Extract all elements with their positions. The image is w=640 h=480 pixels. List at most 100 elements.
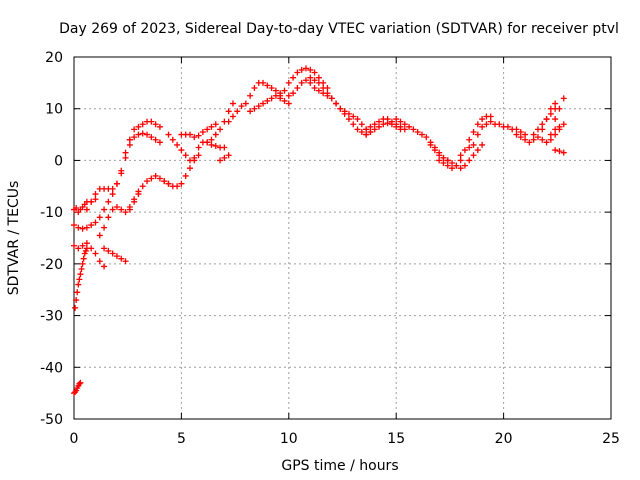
data-point: [196, 145, 202, 151]
x-tick-label: 10: [280, 431, 298, 447]
data-point: [127, 142, 133, 148]
series-arc-5: [71, 380, 83, 396]
data-point: [221, 145, 227, 151]
series-arc-25: [393, 116, 451, 163]
data-point: [552, 101, 558, 107]
data-point: [247, 93, 253, 99]
data-point: [552, 147, 558, 153]
data-point: [183, 152, 189, 158]
data-point: [110, 191, 116, 197]
x-tick-label: 0: [70, 431, 79, 447]
series-arc-4: [72, 245, 90, 310]
data-point: [187, 165, 193, 171]
data-point: [140, 131, 146, 137]
data-point: [548, 106, 554, 112]
series-arc-14: [178, 121, 218, 140]
series-arc-2: [71, 126, 137, 231]
series-arc-22: [307, 75, 373, 135]
series-arc-27: [436, 157, 463, 171]
series-arc-3: [71, 240, 107, 269]
data-points: [71, 65, 567, 396]
data-point: [548, 132, 554, 138]
data-point: [81, 256, 87, 262]
y-tick-label: 0: [54, 153, 63, 169]
series-arc-31: [531, 106, 558, 138]
x-axis-label: GPS time / hours: [281, 458, 398, 474]
data-point: [79, 266, 85, 272]
series-arc-17: [217, 152, 232, 163]
data-point: [72, 305, 78, 311]
data-point: [92, 251, 98, 257]
data-point: [170, 137, 176, 143]
data-point: [548, 111, 554, 117]
data-point: [77, 271, 83, 277]
data-point: [286, 80, 292, 86]
y-axis-label: SDTVAR / TECUs: [6, 181, 22, 296]
data-point: [556, 106, 562, 112]
data-point: [466, 157, 472, 163]
x-tick-label: 25: [602, 431, 620, 447]
y-tick-label: 20: [45, 50, 63, 66]
data-point: [359, 121, 365, 127]
data-point: [92, 191, 98, 197]
data-point: [471, 152, 477, 158]
data-point: [123, 150, 129, 156]
sdtvar-scatter-chart: Day 269 of 2023, Sidereal Day-to-day VTE…: [0, 0, 640, 480]
x-tick-label: 5: [177, 431, 186, 447]
chart-title: Day 269 of 2023, Sidereal Day-to-day VTE…: [59, 21, 619, 37]
data-point: [105, 214, 111, 220]
data-point: [123, 155, 129, 161]
data-point: [290, 75, 296, 81]
data-point: [80, 226, 86, 232]
data-point: [101, 263, 107, 269]
data-point: [466, 137, 472, 143]
data-point: [97, 232, 103, 238]
data-point: [97, 214, 103, 220]
series-arc-16: [204, 139, 227, 150]
data-point: [178, 147, 184, 153]
x-tick-label: 20: [495, 431, 513, 447]
y-tick-label: -40: [40, 360, 63, 376]
data-point: [183, 173, 189, 179]
data-point: [213, 132, 219, 138]
series-arc-13: [166, 132, 193, 164]
y-tick-label: -20: [40, 257, 63, 273]
series-arc-18: [226, 80, 284, 125]
series-arc-8: [101, 245, 128, 264]
data-point: [333, 101, 339, 107]
y-tick-label: -50: [40, 412, 63, 428]
y-tick-label: -30: [40, 309, 63, 325]
data-point: [251, 85, 257, 91]
data-point: [80, 261, 86, 267]
data-point: [350, 121, 356, 127]
series-arc-11: [135, 119, 162, 130]
data-point: [488, 113, 494, 119]
series-arc-34: [552, 147, 567, 156]
data-point: [97, 258, 103, 264]
data-point: [294, 85, 300, 91]
x-tick-label: 15: [387, 431, 405, 447]
series-arc-15: [191, 101, 236, 161]
x-tick-labels: 0 5 10 15 20 25: [70, 431, 620, 447]
data-point: [552, 116, 558, 122]
data-point: [475, 147, 481, 153]
y-tick-label: 10: [45, 102, 63, 118]
data-point: [105, 199, 111, 205]
data-point: [544, 116, 550, 122]
data-point: [75, 282, 81, 288]
data-point: [230, 101, 236, 107]
series-arc-19: [247, 93, 292, 115]
data-point: [166, 132, 172, 138]
data-point: [458, 157, 464, 163]
data-point: [458, 152, 464, 158]
y-tick-labels: -50-40-30-20-1001020: [40, 50, 63, 428]
data-point: [479, 142, 485, 148]
data-point: [230, 113, 236, 119]
data-point: [539, 121, 545, 127]
data-point: [561, 95, 567, 101]
data-point: [539, 126, 545, 132]
data-point: [101, 225, 107, 231]
data-point: [114, 181, 120, 187]
data-point: [226, 119, 232, 125]
data-point: [74, 289, 80, 295]
